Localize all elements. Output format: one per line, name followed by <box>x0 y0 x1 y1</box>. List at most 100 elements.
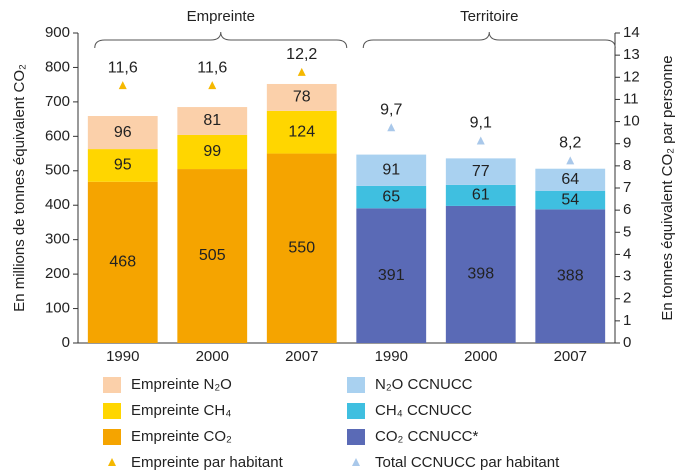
bar-value-label: 91 <box>382 161 400 178</box>
y2-tick-label: 9 <box>623 135 631 152</box>
y-tick-label: 400 <box>45 196 70 213</box>
bar-value-label: 65 <box>382 188 400 205</box>
y2-tick-label: 2 <box>623 290 631 307</box>
legend-label: N₂O CCNUCC <box>375 376 473 393</box>
group-brace <box>94 31 348 49</box>
marker <box>118 81 127 90</box>
y2-tick-label: 12 <box>623 68 640 85</box>
legend-swatch <box>103 403 121 419</box>
y2-tick-label: 11 <box>623 90 639 107</box>
y-tick-label: 600 <box>45 127 70 144</box>
y2-tick-label: 5 <box>623 223 631 240</box>
legend-label: CH₄ CCNUCC <box>375 402 472 419</box>
y2-tick-label: 6 <box>623 201 631 218</box>
legend-swatch <box>347 377 365 393</box>
y-tick-label: 200 <box>45 265 70 282</box>
group-brace <box>362 31 616 49</box>
y2-tick-label: 8 <box>623 157 631 174</box>
x-tick-label: 1990 <box>375 348 408 365</box>
y2-tick-label: 13 <box>623 46 640 63</box>
marker <box>387 123 396 132</box>
legend-swatch <box>347 403 365 419</box>
bar-value-label: 505 <box>199 247 226 264</box>
marker <box>476 136 485 145</box>
bar-segment <box>356 185 427 209</box>
y-tick-label: 800 <box>45 58 70 75</box>
marker-value-label: 9,1 <box>470 115 492 132</box>
legend-swatch <box>103 377 121 393</box>
bar-value-label: 398 <box>467 266 494 283</box>
bar-segment <box>356 208 427 343</box>
bar-value-label: 96 <box>114 124 132 141</box>
legend-marker <box>352 458 360 466</box>
y2-axis-label: En tonnes équivalent CO₂ par personne <box>659 55 676 320</box>
bar-segment <box>535 209 606 343</box>
marker-value-label: 8,2 <box>559 135 581 152</box>
y-tick-label: 300 <box>45 231 70 248</box>
bar-segment <box>87 149 158 182</box>
y2-tick-label: 0 <box>623 334 631 351</box>
y-axis-label: En millions de tonnes équivalent CO₂ <box>11 64 28 312</box>
marker-value-label: 11,6 <box>108 59 138 76</box>
y2-tick-label: 4 <box>623 245 631 262</box>
bar-segment <box>535 168 606 191</box>
bar-value-label: 391 <box>378 267 405 284</box>
bar-segment <box>177 134 248 170</box>
legend-label: CO₂ CCNUCC* <box>375 428 478 445</box>
legend-label: Empreinte par habitant <box>131 454 284 471</box>
bar-segment <box>87 116 158 150</box>
bar-value-label: 99 <box>203 143 221 160</box>
bar-value-label: 81 <box>203 112 221 129</box>
bar-value-label: 124 <box>288 123 315 140</box>
y2-tick-label: 3 <box>623 268 631 285</box>
bar-segment <box>445 158 516 185</box>
legend-label: Total CCNUCC par habitant <box>375 454 560 471</box>
marker-value-label: 9,7 <box>380 101 402 118</box>
marker <box>297 67 306 76</box>
y2-tick-label: 1 <box>623 312 631 329</box>
bar-segment <box>266 83 337 111</box>
bar-value-label: 550 <box>288 239 315 256</box>
y-tick-label: 100 <box>45 300 70 317</box>
group-label: Territoire <box>460 8 518 25</box>
bar-value-label: 388 <box>557 267 584 284</box>
y-tick-label: 500 <box>45 162 70 179</box>
bar-value-label: 54 <box>561 191 579 208</box>
bar-value-label: 61 <box>472 187 490 204</box>
x-tick-label: 1990 <box>106 348 139 365</box>
x-tick-label: 2000 <box>196 348 229 365</box>
group-label: Empreinte <box>187 8 255 25</box>
legend-marker <box>108 458 116 466</box>
bar-segment <box>445 184 516 206</box>
legend-swatch <box>347 429 365 445</box>
marker-value-label: 12,2 <box>286 46 317 63</box>
bar-value-label: 468 <box>109 254 136 271</box>
y2-tick-label: 7 <box>623 179 631 196</box>
marker-value-label: 11,6 <box>197 59 227 76</box>
marker <box>566 156 575 165</box>
y-tick-label: 0 <box>62 334 70 351</box>
bar-segment <box>177 107 248 135</box>
marker <box>208 81 217 90</box>
y-tick-label: 700 <box>45 93 70 110</box>
x-tick-label: 2000 <box>464 348 497 365</box>
legend-swatch <box>103 429 121 445</box>
bar-value-label: 95 <box>114 157 132 174</box>
bar-value-label: 78 <box>293 89 311 106</box>
x-tick-label: 2007 <box>285 348 318 365</box>
y-tick-label: 900 <box>45 24 70 41</box>
bar-segment <box>356 154 427 186</box>
bar-segment <box>445 205 516 343</box>
bar-value-label: 77 <box>472 163 490 180</box>
bar-segment <box>535 190 606 210</box>
bar-segment <box>266 110 337 154</box>
legend-label: Empreinte CO₂ <box>131 428 232 445</box>
y2-tick-label: 10 <box>623 113 640 130</box>
y2-tick-label: 14 <box>623 24 640 41</box>
bar-segment <box>177 169 248 343</box>
legend-label: Empreinte N₂O <box>131 376 232 393</box>
bar-segment <box>87 181 158 343</box>
bar-segment <box>266 153 337 343</box>
legend-label: Empreinte CH₄ <box>131 402 231 419</box>
